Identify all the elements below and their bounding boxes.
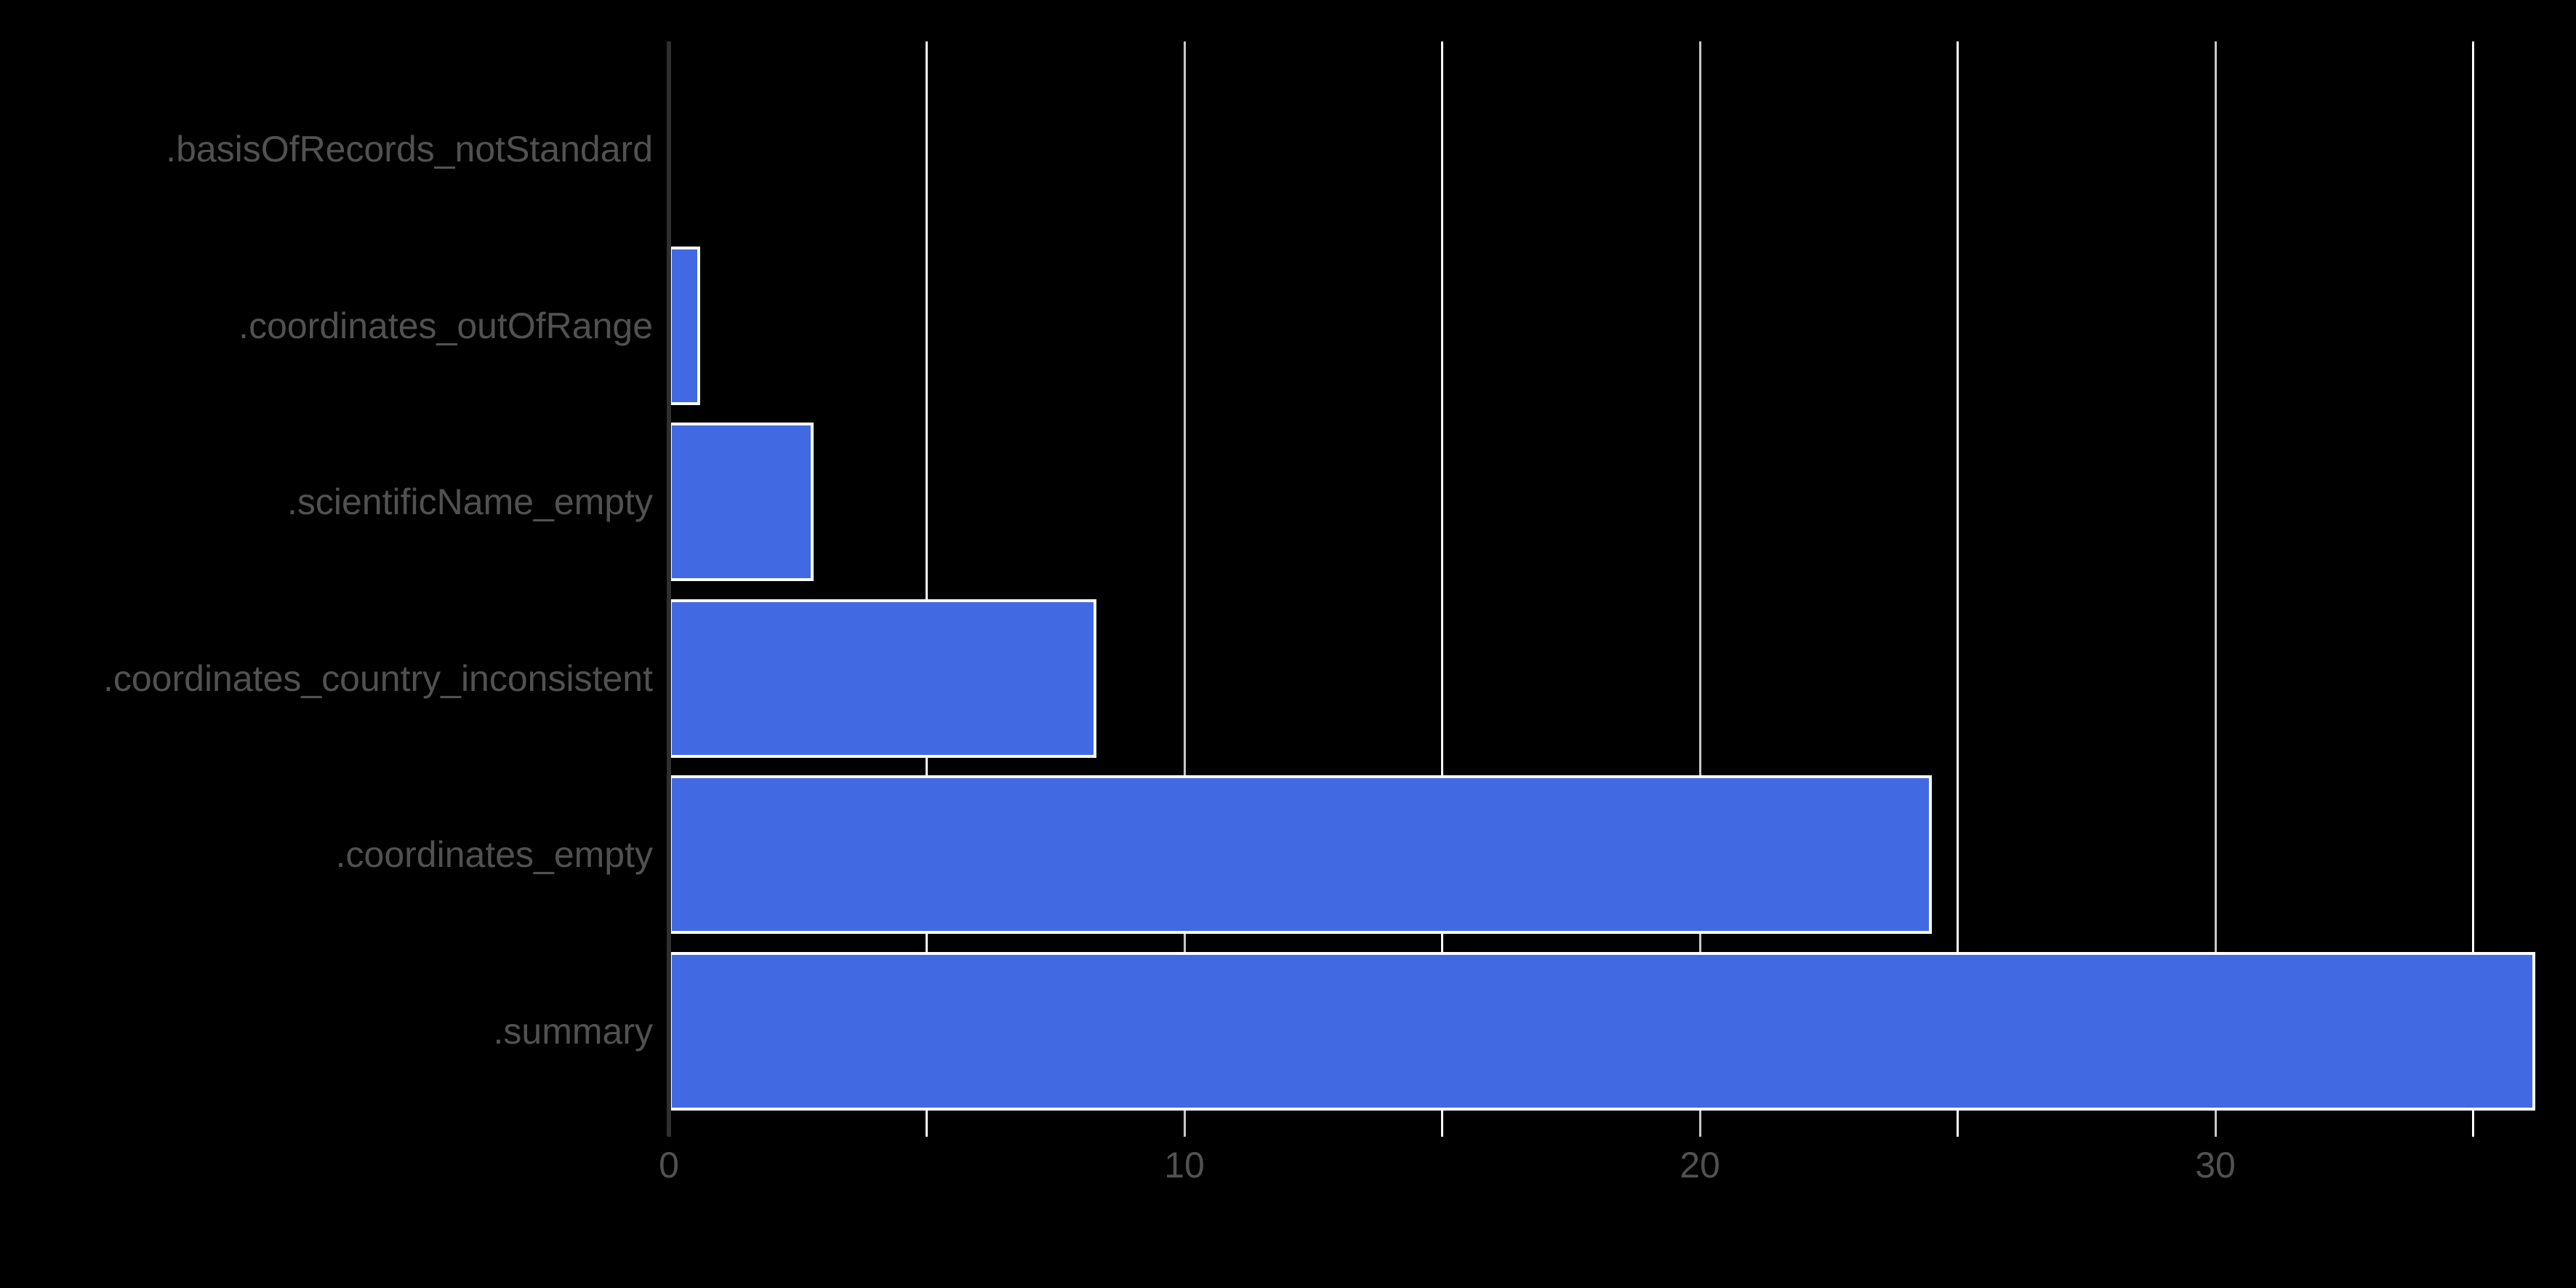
gridline-major (1183, 41, 1186, 1137)
category-label: .scientificName_empty (287, 481, 653, 522)
bar (669, 775, 1933, 934)
x-tick-label: 20 (1680, 1145, 1720, 1185)
gridline-minor (1441, 41, 1443, 1137)
y-axis-line (667, 41, 671, 1137)
x-tick-label: 0 (659, 1145, 679, 1185)
category-label: .coordinates_empty (335, 834, 653, 875)
bar (669, 951, 2535, 1111)
gridline-minor (1957, 41, 1959, 1137)
gridline-major (2214, 41, 2217, 1137)
bar (669, 599, 1097, 758)
category-label: .basisOfRecords_notStandard (166, 129, 653, 169)
x-tick-label: 30 (2195, 1145, 2236, 1185)
gridline-minor (2472, 41, 2474, 1137)
category-label: .summary (493, 1010, 653, 1052)
bar (669, 423, 814, 581)
gridline-major (1698, 41, 1701, 1137)
x-tick-label: 10 (1164, 1145, 1205, 1185)
category-label: .coordinates_outOfRange (238, 305, 653, 346)
bar (669, 246, 700, 405)
gridline-minor (926, 41, 928, 1137)
category-label: .coordinates_country_inconsistent (103, 657, 653, 699)
